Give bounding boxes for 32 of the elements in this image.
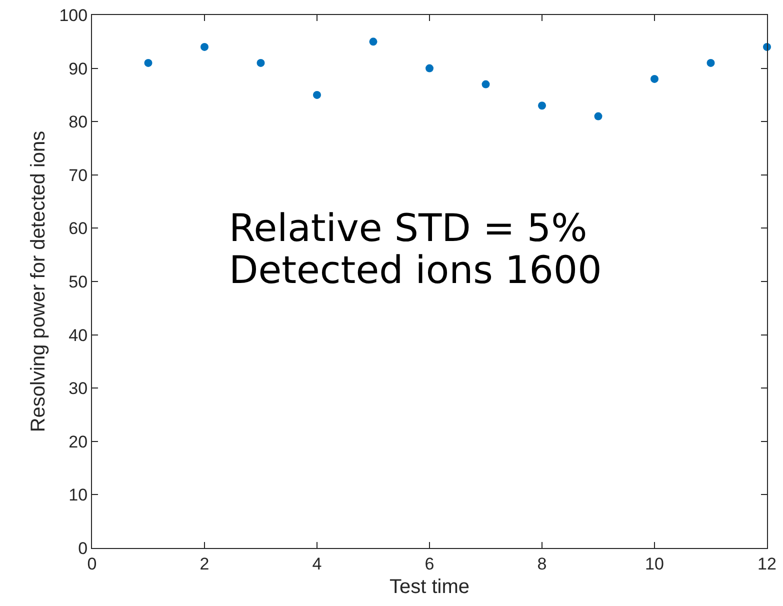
y-tick-label: 60: [68, 219, 88, 238]
x-tick-label: 10: [645, 554, 664, 574]
point: [594, 112, 602, 120]
point: [426, 64, 434, 72]
y-tick-label: 30: [68, 379, 88, 398]
x-axis-title: Test time: [389, 576, 470, 598]
x-tick-label: 12: [758, 554, 776, 574]
point: [369, 38, 378, 46]
annotation: Relative STD = 5%: [229, 206, 588, 250]
x-tick-label: 6: [424, 554, 434, 574]
y-tick-label: 20: [68, 432, 88, 452]
point: [256, 58, 265, 67]
point: [200, 42, 208, 51]
point: [650, 74, 658, 83]
point: [144, 58, 152, 67]
x-tick-label: 8: [537, 554, 547, 574]
x-tick-label: 2: [200, 554, 210, 574]
point: [706, 58, 715, 67]
y-axis-title: Resolving power for detected ions: [28, 130, 50, 432]
point: [482, 80, 490, 88]
point: [313, 90, 321, 99]
y-tick-label: 10: [68, 486, 88, 505]
x-tick-label: 4: [312, 554, 322, 574]
y-tick-label: 40: [68, 326, 88, 345]
y-tick-label: 0: [78, 538, 88, 558]
y-tick-label: 70: [68, 166, 88, 185]
y-tick-label: 90: [68, 59, 88, 78]
annotation: Detected ions 1600: [229, 248, 602, 292]
y-tick-label: 100: [59, 6, 88, 25]
y-tick-label: 80: [68, 112, 88, 132]
y-tick-label: 50: [68, 272, 88, 292]
point: [538, 102, 546, 110]
